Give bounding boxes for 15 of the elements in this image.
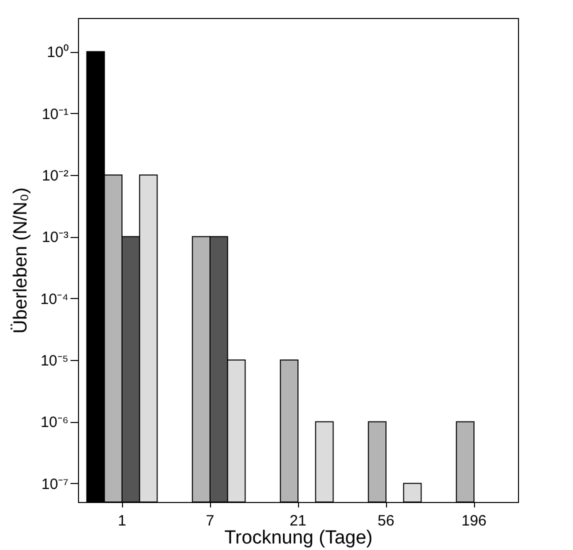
y-tick-label: 10⁻² — [42, 167, 68, 184]
y-tick-label: 10⁻⁷ — [41, 476, 68, 493]
y-axis-title: Überleben (N/N₀) — [10, 187, 32, 334]
x-tick-label: 56 — [378, 512, 394, 530]
y-tick-label: 10⁻⁴ — [40, 290, 68, 308]
x-tick-label: 7 — [206, 512, 214, 530]
y-tick-label: 10⁻⁵ — [40, 352, 68, 370]
x-axis-title: Trocknung (Tage) — [224, 528, 373, 548]
x-tick-label: 196 — [461, 512, 487, 530]
y-tick-label: 10⁰ — [46, 44, 68, 62]
x-tick-label: 1 — [118, 512, 126, 530]
y-tick-label: 10⁻³ — [42, 229, 68, 246]
x-tick-label: 21 — [290, 512, 306, 530]
y-tick-label: 10⁻⁶ — [40, 414, 68, 432]
y-tick-label: 10⁻¹ — [42, 106, 68, 123]
